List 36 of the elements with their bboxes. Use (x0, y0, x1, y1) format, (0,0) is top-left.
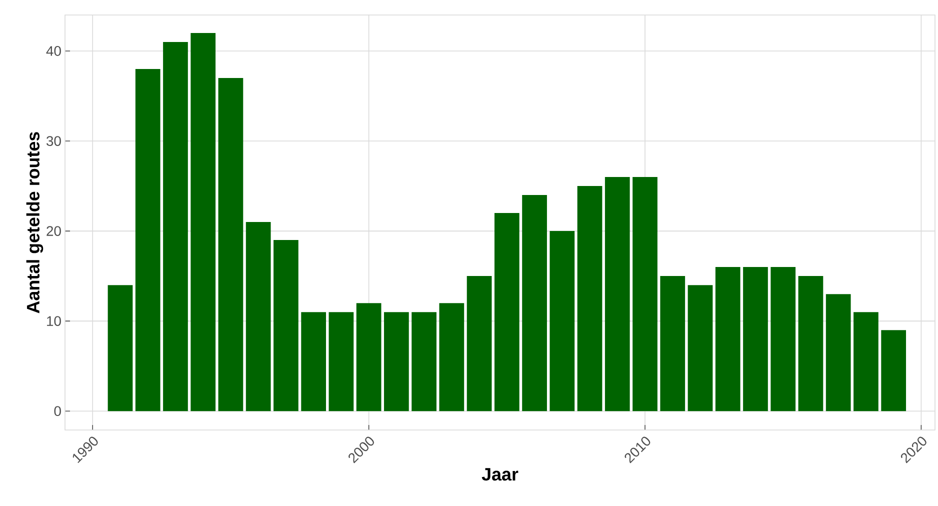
bar (274, 240, 298, 412)
bar (356, 303, 382, 412)
bar (881, 330, 906, 412)
bar (328, 312, 354, 412)
bar (218, 78, 244, 412)
bar (190, 32, 216, 412)
bar (688, 285, 713, 412)
bar (660, 276, 686, 412)
bar (246, 222, 271, 412)
y-tick-label: 20 (46, 226, 61, 236)
bar (301, 312, 326, 412)
y-tick-label: 30 (46, 136, 61, 146)
bar (632, 177, 658, 412)
bar (384, 312, 409, 412)
bar (163, 42, 188, 412)
bar (826, 294, 851, 412)
bar (550, 231, 575, 412)
bar (770, 267, 796, 412)
bar (715, 267, 740, 412)
y-tick-label: 40 (46, 46, 61, 56)
bar (798, 276, 824, 412)
x-axis-title: Jaar (482, 468, 518, 481)
y-axis-title: Aantal getelde routes (26, 132, 44, 314)
bar (439, 303, 464, 412)
bar (743, 267, 768, 412)
bar (522, 195, 547, 412)
bar (412, 312, 436, 412)
bar (604, 177, 630, 412)
bar (135, 69, 160, 412)
bar (854, 312, 878, 412)
bar (466, 276, 492, 412)
bar (108, 285, 133, 412)
bar (494, 213, 520, 412)
bar (577, 186, 602, 412)
y-tick-label: 10 (47, 316, 61, 326)
y-tick-label: 0 (54, 406, 61, 416)
